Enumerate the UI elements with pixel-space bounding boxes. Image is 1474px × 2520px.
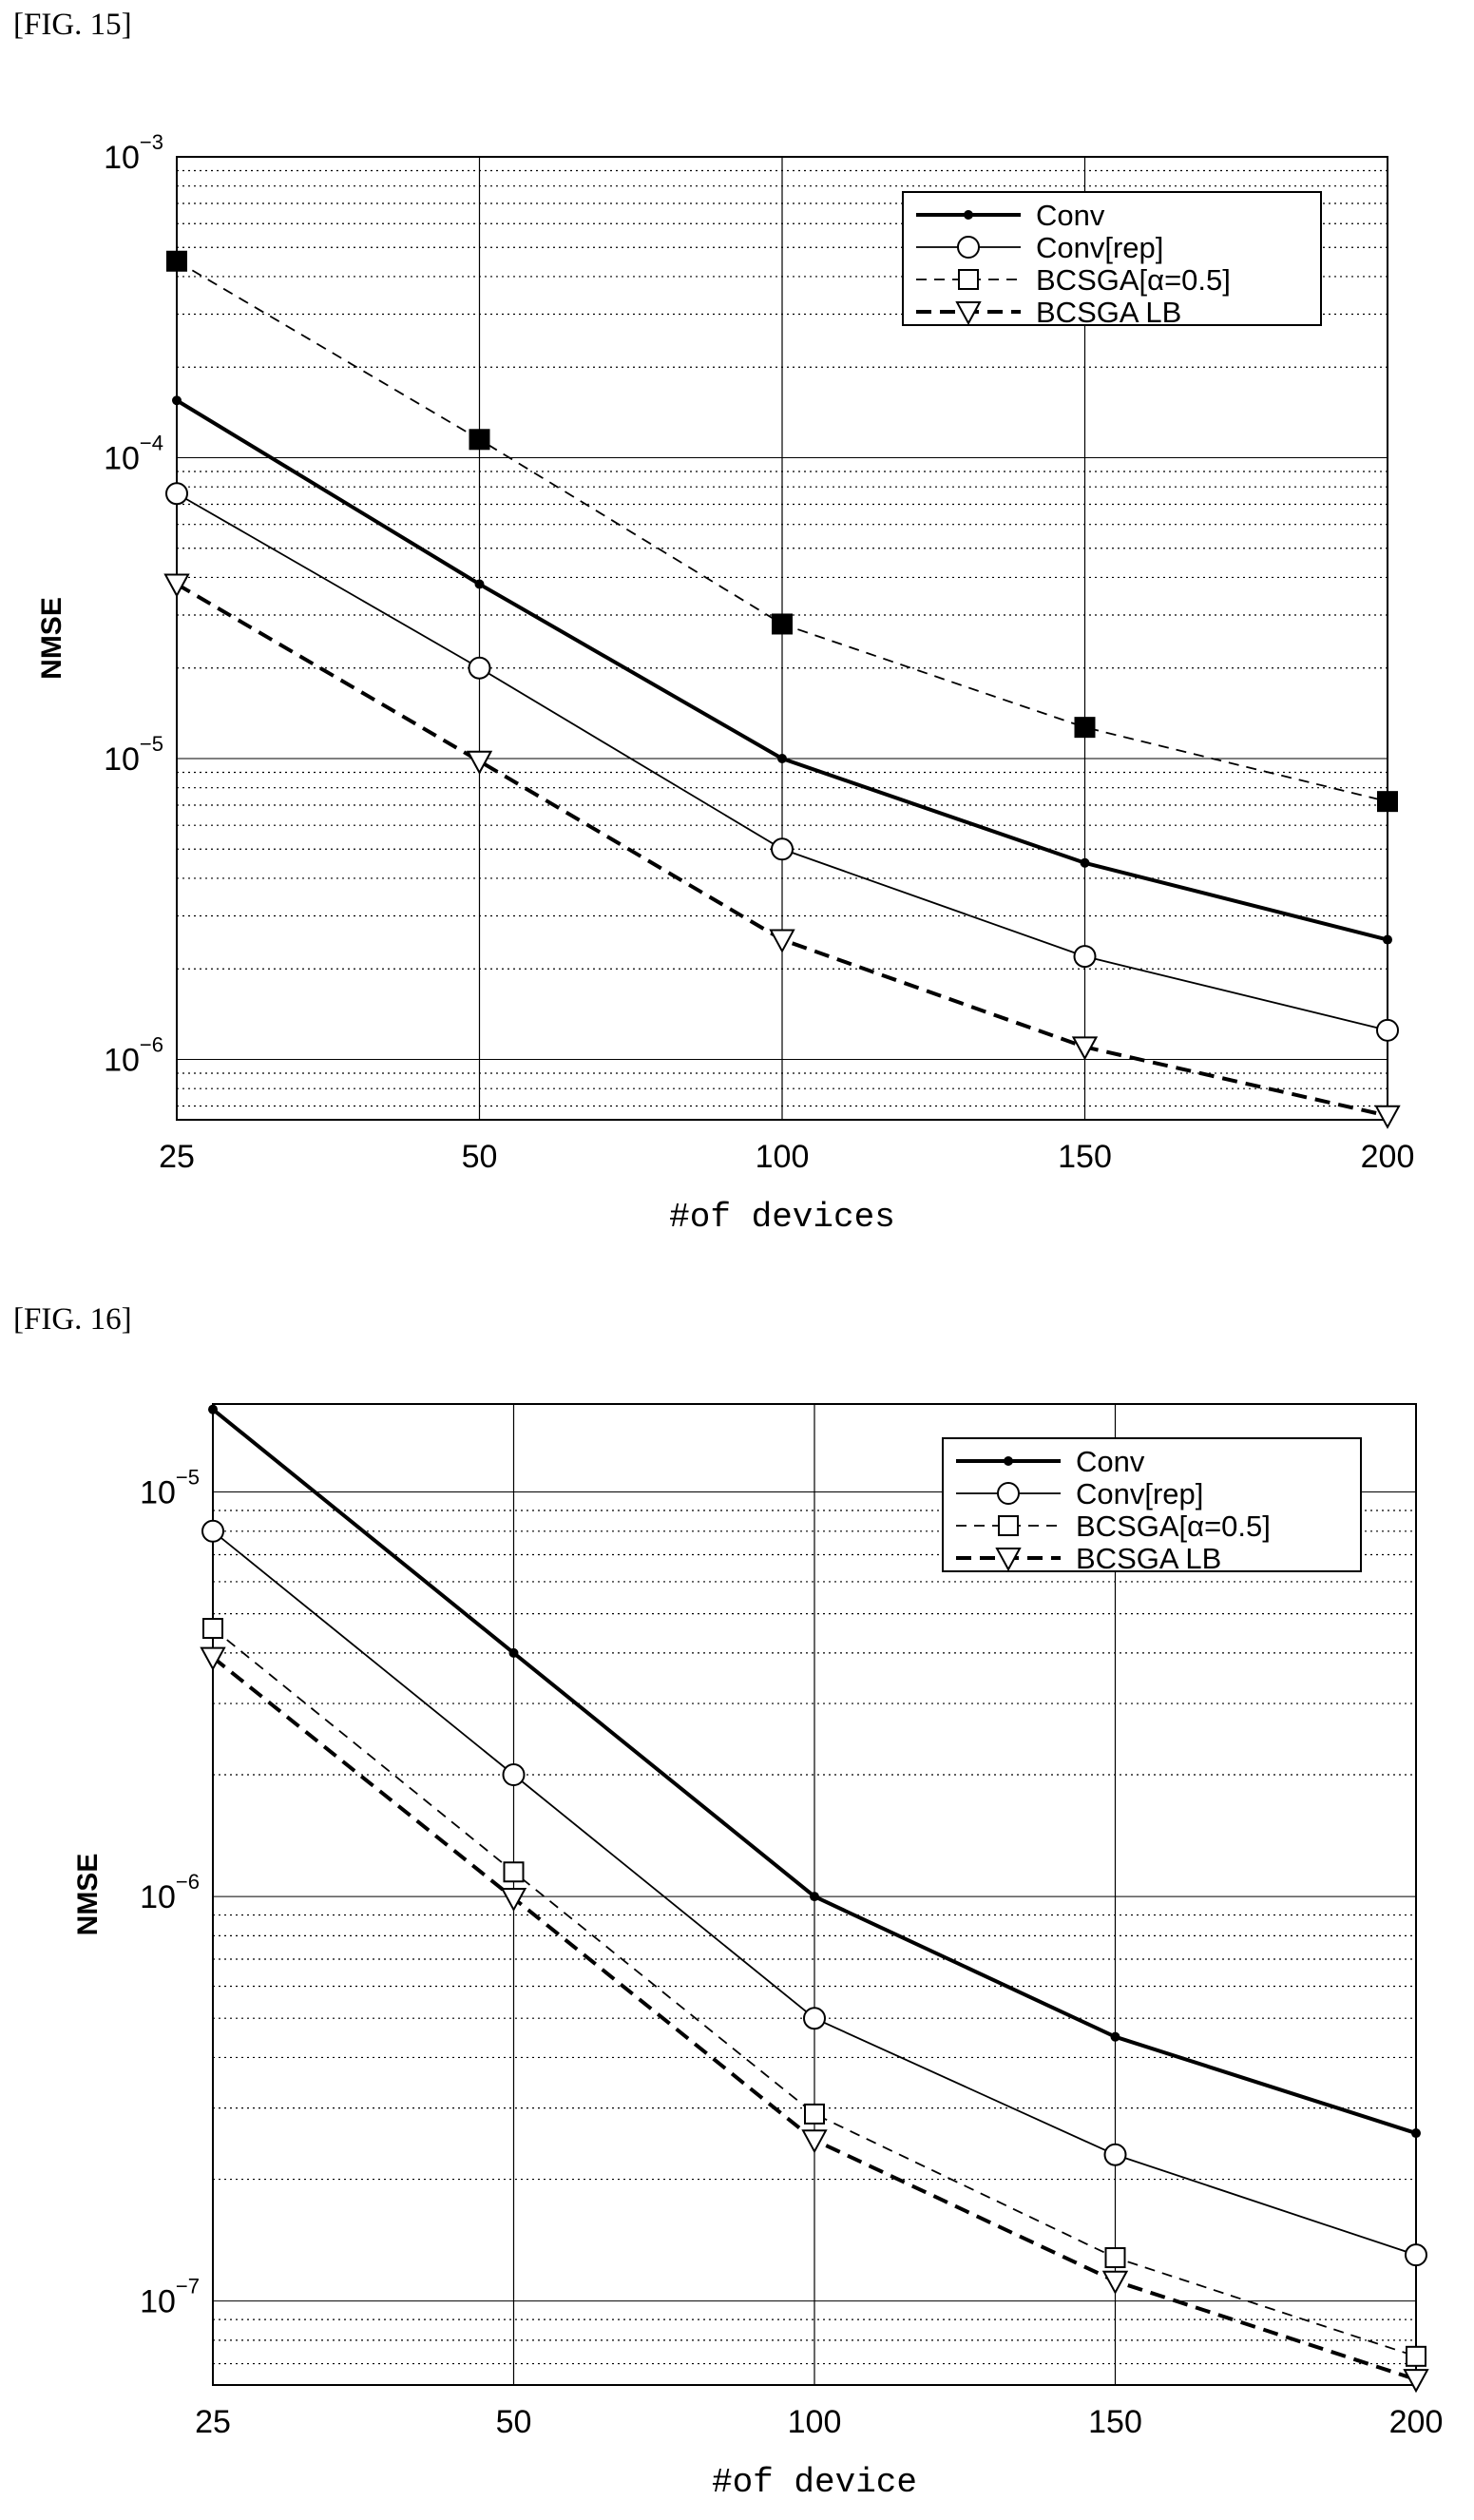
legend-marker [1004,1456,1013,1466]
y-tick-label: 10−5 [104,732,163,778]
legend-marker [955,301,982,326]
chart-fig-16: 10−5 10−6 10−7 25 50 100 150 200 #of device NMSE C… [72,1403,1444,2502]
figure-15-label: [FIG. 15] [13,8,132,42]
data-point [1110,2031,1120,2042]
legend-label: Conv[rep] [1036,231,1163,264]
data-point [804,2103,825,2125]
data-point [469,429,490,451]
series-line [212,1627,1417,2357]
data-point [468,656,491,680]
legend-label: BCSGA[α=0.5] [1036,263,1231,297]
x-tick-label: 50 [462,1139,498,1175]
data-point [803,2007,826,2030]
data-point [163,573,190,598]
chart-fig-15: 10−3 10−4 10−5 10−6 25 50 100 150 200 #of devices… [36,133,1415,1237]
legend-label: BCSGA LB [1036,296,1181,329]
data-point [771,837,794,861]
data-point [500,1887,527,1913]
x-tick-label: 100 [788,2404,842,2440]
data-point [1403,2369,1429,2394]
y-tick-label: 10−6 [104,1032,163,1078]
y-tick-label: 10−7 [140,2275,200,2320]
data-point [466,750,493,775]
x-axis-label: #of device [712,2463,917,2502]
data-point [1374,1105,1401,1129]
legend-label: Conv [1076,1445,1145,1478]
legend-marker [964,210,973,220]
legend-marker [957,236,980,259]
data-point [201,1519,224,1543]
x-tick-label: 150 [1058,1139,1112,1175]
data-point [208,1404,218,1414]
data-point [503,1861,525,1883]
series-conv [172,395,1392,945]
series-conv-rep [201,1519,1427,2267]
data-point [508,1647,519,1658]
legend-marker [958,269,979,290]
data-point [474,579,485,589]
x-tick-label: 200 [1361,1139,1415,1175]
x-tick-label: 25 [195,2404,231,2440]
series-bcsga-lb [163,573,1401,1129]
plot-frame [176,156,1388,1121]
data-point [1104,2247,1126,2269]
y-axis-label: NMSE [36,597,67,680]
series-bcsga-lb [200,1646,1429,2394]
series-conv [208,1404,1421,2139]
data-point [200,1646,226,1671]
data-point [1411,2128,1421,2139]
y-tick-label: 10−5 [140,1466,200,1511]
data-point [1376,1018,1399,1042]
legend-marker [997,1482,1020,1505]
x-axis-label: #of devices [669,1198,895,1237]
y-tick-label: 10−4 [104,431,163,476]
data-point [172,395,182,406]
data-point [772,613,793,635]
series-conv-rep [165,482,1399,1042]
y-axis-label: NMSE [72,1854,104,1936]
minor-gridlines [213,1510,1416,2365]
legend-marker [995,1548,1022,1572]
legend-marker [998,1515,1019,1536]
data-point [1101,2270,1129,2295]
x-tick-label: 100 [756,1139,810,1175]
data-point [1377,791,1398,813]
x-tick-label: 25 [159,1139,195,1175]
data-point [165,482,188,506]
data-point [1073,945,1097,969]
plot-frame [212,1403,1417,2386]
data-point [1406,2345,1426,2367]
series-bcsga-0-5 [166,250,1398,813]
y-tick-label: 10−6 [140,1870,200,1915]
legend-label: BCSGA[α=0.5] [1076,1510,1271,1543]
legend-label: Conv[rep] [1076,1477,1203,1510]
data-point [1383,934,1392,945]
legend-label: BCSGA LB [1076,1542,1221,1575]
data-point [810,1892,819,1902]
x-tick-label: 150 [1088,2404,1142,2440]
data-point [769,929,795,953]
data-point [1074,717,1096,739]
legend-label: Conv [1036,199,1105,232]
series-bcsga-0-5 [202,1618,1426,2367]
data-point [202,1618,223,1640]
data-point [777,753,787,763]
data-point [1405,2243,1427,2267]
data-point [1080,857,1090,868]
y-tick-label: 10−3 [104,133,163,176]
figure-16-label: [FIG. 16] [13,1302,132,1337]
data-point [801,2129,828,2154]
x-tick-label: 200 [1389,2404,1444,2440]
data-point [1103,2143,1127,2166]
data-point [502,1762,526,1786]
data-point [166,250,187,272]
data-point [1071,1036,1099,1061]
x-tick-label: 50 [496,2404,532,2440]
